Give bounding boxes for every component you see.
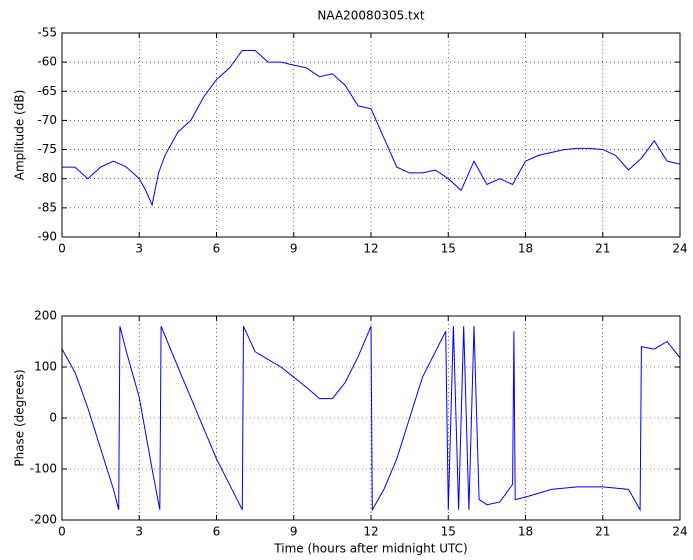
- x-tick-label: 0: [58, 525, 66, 539]
- y-tick-label: -200: [30, 513, 57, 527]
- y-tick-label: -90: [37, 230, 57, 244]
- chart-title: NAA20080305.txt: [317, 9, 424, 23]
- y-tick-label: -60: [37, 55, 57, 69]
- x-tick-label: 12: [363, 525, 378, 539]
- x-tick-label: 21: [595, 242, 610, 256]
- x-tick-label: 3: [135, 525, 143, 539]
- y-tick-label: -55: [37, 26, 57, 40]
- x-tick-label: 6: [213, 242, 221, 256]
- x-axis-label: Time (hours after midnight UTC): [273, 542, 467, 556]
- x-tick-label: 18: [518, 525, 533, 539]
- line-series: [61, 325, 681, 512]
- x-tick-label: 18: [518, 242, 533, 256]
- line-series: [62, 50, 681, 207]
- x-tick-label: 24: [672, 242, 687, 256]
- x-tick-label: 15: [441, 242, 456, 256]
- y-axis-label: Amplitude (dB): [13, 90, 27, 181]
- y-tick-label: -100: [30, 462, 57, 476]
- x-tick-label: 9: [290, 242, 298, 256]
- y-axis-label: Phase (degrees): [13, 369, 27, 466]
- x-tick-label: 6: [213, 525, 221, 539]
- axes-box: [61, 32, 681, 238]
- plot-area: [62, 33, 680, 237]
- y-tick-label: -70: [37, 113, 57, 127]
- x-tick-label: 3: [135, 242, 143, 256]
- y-tick-label: -85: [37, 200, 57, 214]
- x-tick-label: 12: [363, 242, 378, 256]
- y-tick-label: -80: [37, 171, 57, 185]
- y-tick-label: -65: [37, 84, 57, 98]
- x-tick-label: 0: [58, 242, 66, 256]
- x-tick-label: 9: [290, 525, 298, 539]
- x-tick-label: 21: [595, 525, 610, 539]
- y-tick-label: -75: [37, 142, 57, 156]
- y-tick-label: 100: [34, 360, 57, 374]
- axes-box: [61, 315, 681, 521]
- x-tick-label: 24: [672, 525, 687, 539]
- x-tick-label: 15: [441, 525, 456, 539]
- y-tick-label: 0: [49, 411, 57, 425]
- y-tick-label: 200: [34, 309, 57, 323]
